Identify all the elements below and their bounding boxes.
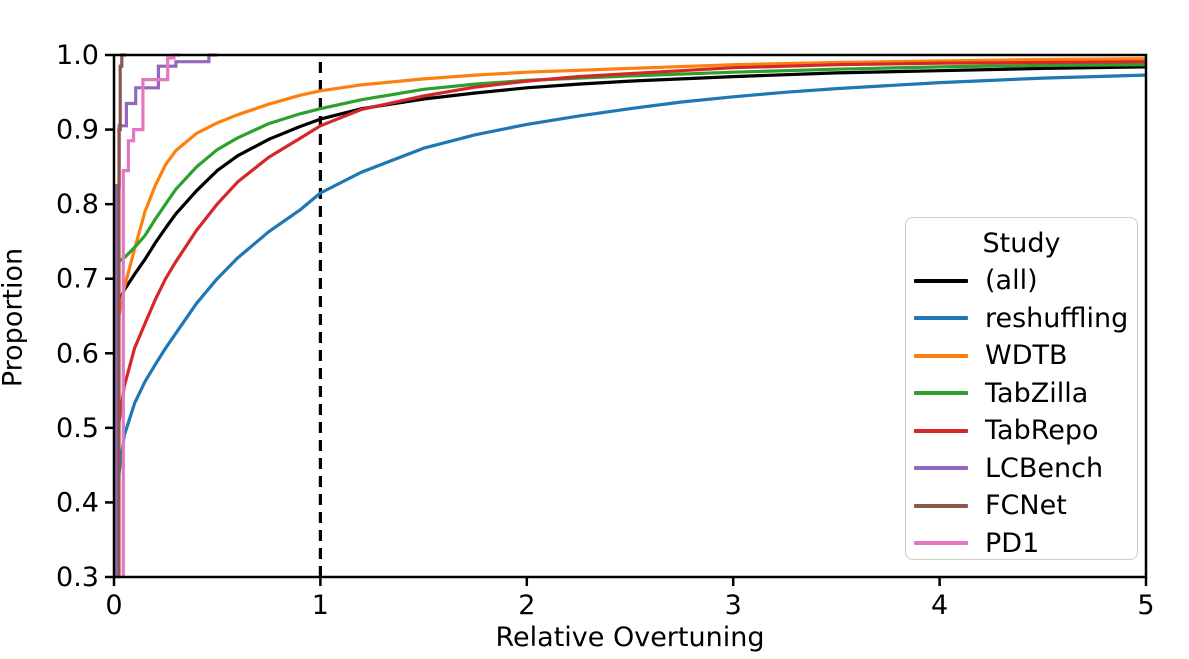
legend: Study (all) reshuffling WDTB TabZilla TabRep… [905,217,1138,560]
legend-label-pd1: PD1 [985,527,1040,559]
legend-line-sample--all- [914,278,968,283]
legend-line-sample-pd1 [914,541,968,546]
legend-label-lcbench: LCBench [985,452,1104,484]
series-line--all- [113,65,1147,577]
y-tick-label: 0.5 [56,413,99,444]
legend-item-tabrepo: TabRepo [906,412,1137,450]
legend-label-tabzilla: TabZilla [985,377,1089,409]
plot-spines [112,53,1148,579]
y-tick-label: 0.3 [56,562,99,593]
y-tick-label: 0.6 [56,338,99,369]
y-axis-label: Proportion [0,247,29,388]
y-tick-label: 0.7 [56,264,99,295]
y-tick-label: 0.9 [56,115,99,146]
x-tick-label: 2 [518,590,535,621]
legend-item-lcbench: LCBench [906,450,1137,488]
legend-item-reshuffling: reshuffling [906,300,1137,338]
x-tick-label: 5 [1137,590,1154,621]
y-tick-label: 1.0 [56,40,99,71]
legend-label-tabrepo: TabRepo [985,415,1099,447]
legend-item-fcnet: FCNet [906,487,1137,525]
legend-item-pd1: PD1 [906,525,1137,563]
x-tick-label: 0 [105,590,122,621]
series-line-tabzilla [113,63,1147,577]
legend-label--all-: (all) [985,265,1038,297]
legend-label-wdtb: WDTB [985,340,1068,372]
legend-label-fcnet: FCNet [985,490,1067,522]
legend-label-reshuffling: reshuffling [985,302,1129,334]
legend-line-sample-fcnet [914,503,968,508]
series-line-pd1 [121,53,180,577]
legend-items: (all) reshuffling WDTB TabZilla TabRepo LCBen… [906,262,1137,562]
legend-line-sample-tabrepo [914,428,968,433]
legend-item--all-: (all) [906,262,1137,300]
legend-item-tabzilla: TabZilla [906,375,1137,413]
series-line-lcbench [114,53,218,577]
x-axis-label: Relative Overtuning [495,622,765,653]
series-line-tabrepo [113,60,1147,577]
legend-line-sample-reshuffling [914,316,968,321]
legend-line-sample-lcbench [914,466,968,471]
legend-title: Study [982,228,1061,259]
x-tick-label: 1 [312,590,329,621]
legend-item-wdtb: WDTB [906,337,1137,375]
series-line-reshuffling [113,73,1147,577]
x-tick-label: 3 [725,590,742,621]
x-tick-label: 4 [931,590,948,621]
legend-line-sample-tabzilla [914,391,968,396]
legend-line-sample-wdtb [914,353,968,358]
y-tick-label: 0.8 [56,189,99,220]
y-tick-label: 0.4 [56,487,99,518]
